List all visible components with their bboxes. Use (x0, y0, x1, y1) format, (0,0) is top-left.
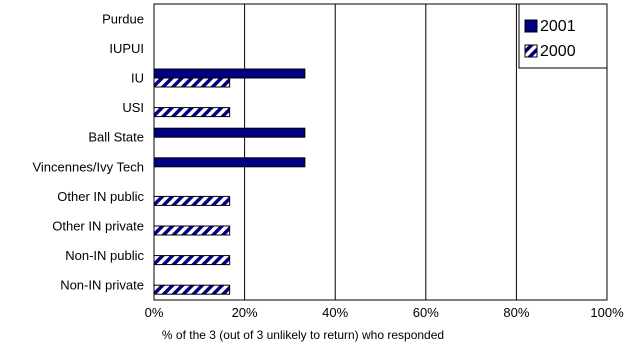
category-label: IU (131, 71, 144, 86)
bar-2000 (153, 77, 231, 88)
category-label: Purdue (102, 11, 144, 26)
x-tick-label: 100% (590, 305, 624, 320)
x-tick-label: 20% (232, 305, 258, 320)
category-label: Vincennes/Ivy Tech (32, 159, 144, 174)
legend-swatch-2001 (524, 19, 538, 33)
bars (153, 68, 306, 295)
category-labels: Purdue IUPUI IU USI Ball State Vincennes/Ivy … (32, 11, 144, 292)
bar-2000 (153, 225, 231, 236)
category-label: Non-IN private (60, 278, 144, 293)
category-label: Ball State (88, 130, 144, 145)
legend: 2001 2000 (518, 3, 608, 69)
category-label: Other IN private (52, 219, 144, 234)
bar-2001 (153, 157, 306, 168)
x-tick-label: 80% (503, 305, 529, 320)
bar-2000 (153, 107, 231, 118)
x-tick-label: 60% (413, 305, 439, 320)
bar-2000 (153, 195, 231, 206)
legend-swatch-2000 (524, 44, 538, 58)
category-label: IUPUI (109, 41, 144, 56)
legend-label-2001: 2001 (540, 18, 576, 35)
legend-label-2000: 2000 (540, 43, 576, 60)
bar-2000 (153, 284, 231, 295)
category-label: USI (122, 100, 144, 115)
bar-2001 (153, 127, 306, 138)
bar-2000 (153, 255, 231, 266)
category-label: Other IN public (57, 189, 144, 204)
x-tick-label: 40% (322, 305, 348, 320)
x-tick-label: 0% (145, 305, 164, 320)
category-label: Non-IN public (65, 248, 144, 263)
x-tick-labels: 0% 20% 40% 60% 80% 100% (145, 305, 624, 320)
bar-2001 (153, 68, 306, 79)
x-axis-title: % of the 3 (out of 3 unlikely to return)… (162, 328, 444, 342)
gridlines (244, 4, 517, 300)
